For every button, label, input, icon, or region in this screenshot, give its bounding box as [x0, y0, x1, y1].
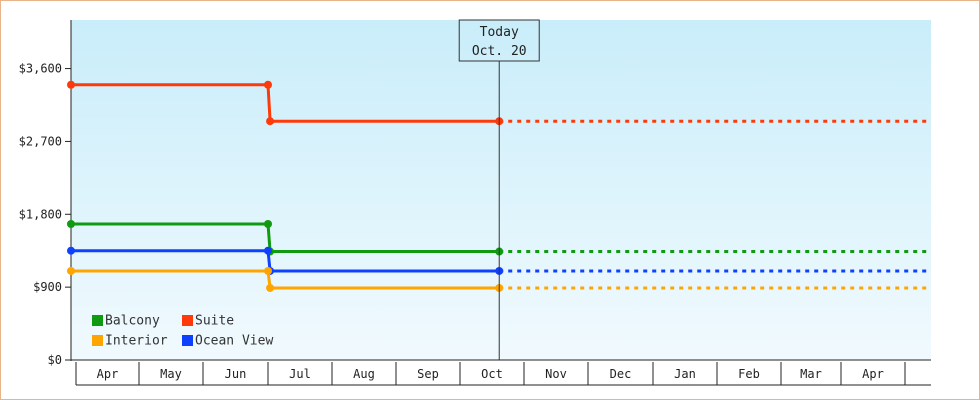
x-tick-label: Jul: [289, 367, 311, 381]
y-tick-label: $3,600: [19, 62, 62, 76]
legend-item-suite: Suite: [182, 314, 234, 329]
x-tick-label: Aug: [353, 367, 375, 381]
plot-area: [71, 20, 931, 360]
y-tick-label: $2,700: [19, 134, 62, 148]
data-point[interactable]: [264, 246, 272, 255]
y-tick-label: $1,800: [19, 207, 62, 221]
legend-swatch: [92, 315, 103, 326]
x-tick-label: Apr: [97, 367, 119, 381]
legend-swatch: [92, 335, 103, 346]
y-tick-label: $0: [48, 353, 62, 367]
legend-label: Ocean View: [195, 334, 273, 349]
data-point[interactable]: [264, 80, 272, 89]
data-point[interactable]: [67, 246, 75, 255]
legend-swatch: [182, 335, 193, 346]
x-tick-label: Oct: [481, 367, 503, 381]
today-box: [458, 19, 540, 62]
data-point[interactable]: [67, 266, 75, 275]
legend-label: Balcony: [105, 314, 160, 329]
today-date: Oct. 20: [472, 44, 527, 59]
x-tick-label: Apr: [862, 367, 884, 381]
y-tick-label: $900: [33, 280, 62, 294]
data-point[interactable]: [67, 220, 75, 228]
legend-item-interior: Interior: [92, 334, 168, 349]
series-line: [71, 222, 500, 253]
data-point[interactable]: [264, 266, 272, 275]
data-point[interactable]: [67, 80, 75, 89]
legend-label: Interior: [105, 334, 168, 349]
data-point[interactable]: [266, 283, 275, 292]
data-point[interactable]: [264, 220, 272, 228]
x-tick-label: Sep: [417, 367, 439, 381]
series-line: [71, 269, 500, 290]
series-line: [71, 249, 500, 273]
legend-label: Suite: [195, 314, 234, 329]
series-ocean-view: [67, 246, 931, 275]
series-line: [71, 83, 500, 123]
legend-item-ocean-view: Ocean View: [182, 334, 273, 349]
x-tick-label: Feb: [738, 367, 760, 381]
x-tick-label: Mar: [800, 367, 822, 381]
x-tick-label: Jan: [674, 367, 696, 381]
today-label: Today: [480, 25, 519, 40]
x-tick-label: May: [160, 367, 182, 381]
x-tick-label: Dec: [610, 367, 632, 381]
x-tick-label: Nov: [545, 367, 567, 381]
legend-swatch: [182, 315, 193, 326]
legend-item-balcony: Balcony: [92, 314, 160, 329]
x-tick-label: Jun: [225, 367, 247, 381]
data-point[interactable]: [266, 117, 275, 126]
